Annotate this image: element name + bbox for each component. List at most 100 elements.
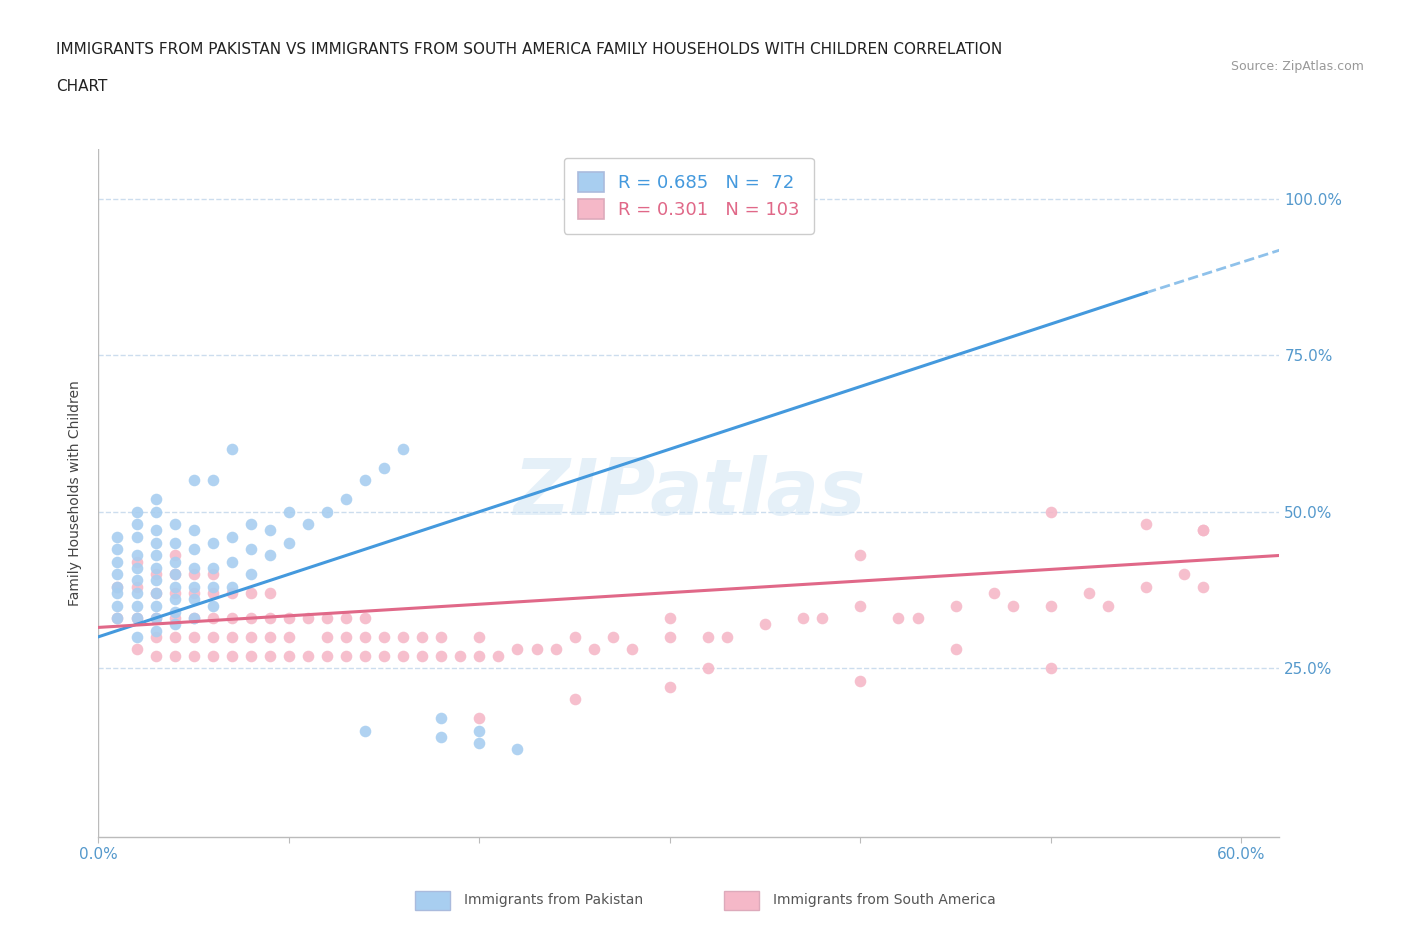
- Point: [526, 642, 548, 657]
- Point: [183, 648, 205, 663]
- Point: [163, 536, 186, 551]
- Point: [125, 598, 148, 613]
- Point: [183, 523, 205, 538]
- Point: [1039, 598, 1062, 613]
- Point: [125, 579, 148, 594]
- Point: [658, 611, 681, 626]
- Point: [145, 648, 167, 663]
- Point: [297, 648, 319, 663]
- Point: [125, 561, 148, 576]
- Point: [945, 598, 967, 613]
- Point: [163, 517, 186, 532]
- Point: [183, 579, 205, 594]
- Point: [201, 586, 224, 601]
- Point: [259, 523, 281, 538]
- Point: [887, 611, 910, 626]
- Point: [183, 611, 205, 626]
- Point: [354, 648, 377, 663]
- Point: [468, 711, 491, 725]
- Point: [354, 611, 377, 626]
- Point: [582, 642, 605, 657]
- Point: [259, 586, 281, 601]
- Point: [392, 442, 415, 457]
- Point: [506, 642, 529, 657]
- Point: [1039, 504, 1062, 519]
- Point: [259, 548, 281, 563]
- Point: [201, 566, 224, 581]
- Point: [239, 611, 262, 626]
- Point: [335, 492, 357, 507]
- Point: [221, 648, 243, 663]
- Point: [125, 529, 148, 544]
- Point: [430, 729, 453, 744]
- Point: [316, 630, 339, 644]
- Point: [163, 591, 186, 606]
- Point: [297, 611, 319, 626]
- Text: ZIPatlas: ZIPatlas: [513, 455, 865, 531]
- Point: [163, 566, 186, 581]
- Point: [221, 630, 243, 644]
- Point: [1192, 523, 1215, 538]
- Point: [697, 660, 720, 675]
- Point: [316, 611, 339, 626]
- Point: [1173, 566, 1195, 581]
- Point: [145, 611, 167, 626]
- Point: [163, 648, 186, 663]
- Point: [1192, 523, 1215, 538]
- Point: [183, 566, 205, 581]
- Point: [107, 529, 129, 544]
- Point: [107, 611, 129, 626]
- Point: [145, 586, 167, 601]
- Point: [163, 617, 186, 631]
- Point: [430, 630, 453, 644]
- Point: [125, 630, 148, 644]
- Point: [1135, 579, 1157, 594]
- Point: [544, 642, 567, 657]
- Point: [849, 548, 872, 563]
- Point: [1078, 586, 1101, 601]
- Point: [201, 648, 224, 663]
- Point: [183, 586, 205, 601]
- Point: [849, 598, 872, 613]
- Point: [201, 473, 224, 488]
- Point: [1135, 517, 1157, 532]
- Point: [335, 648, 357, 663]
- Point: [221, 579, 243, 594]
- Point: [145, 598, 167, 613]
- Point: [1192, 579, 1215, 594]
- Point: [145, 623, 167, 638]
- Point: [239, 648, 262, 663]
- Point: [163, 611, 186, 626]
- Legend: R = 0.685   N =  72, R = 0.301   N = 103: R = 0.685 N = 72, R = 0.301 N = 103: [564, 158, 814, 233]
- Point: [259, 630, 281, 644]
- Point: [125, 611, 148, 626]
- Point: [716, 630, 738, 644]
- Point: [125, 611, 148, 626]
- Point: [316, 648, 339, 663]
- Point: [163, 630, 186, 644]
- Point: [488, 648, 510, 663]
- Point: [183, 611, 205, 626]
- Point: [620, 642, 643, 657]
- Point: [564, 630, 586, 644]
- Point: [107, 579, 129, 594]
- Point: [354, 724, 377, 738]
- Point: [145, 523, 167, 538]
- Point: [277, 630, 299, 644]
- Point: [411, 648, 433, 663]
- Point: [221, 611, 243, 626]
- Point: [373, 460, 395, 475]
- Point: [183, 561, 205, 576]
- Point: [430, 711, 453, 725]
- Point: [107, 586, 129, 601]
- Point: [239, 542, 262, 557]
- Point: [125, 554, 148, 569]
- Point: [297, 517, 319, 532]
- Point: [107, 554, 129, 569]
- Point: [602, 630, 624, 644]
- Point: [335, 611, 357, 626]
- Text: CHART: CHART: [56, 79, 108, 94]
- Point: [125, 548, 148, 563]
- Point: [468, 648, 491, 663]
- Point: [411, 630, 433, 644]
